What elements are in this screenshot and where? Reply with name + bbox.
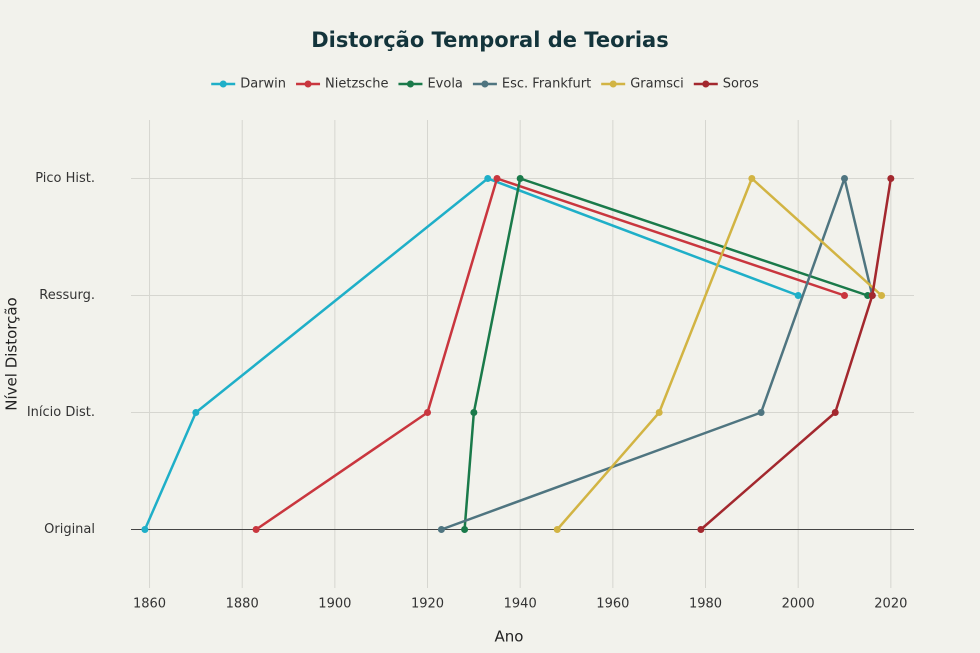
data-point [868,292,876,299]
x-tick-label: 2000 [782,597,815,612]
data-point [878,292,886,299]
series-line [255,177,845,531]
data-point [516,175,524,182]
legend-label: Gramsci [630,77,684,92]
data-point [697,526,705,533]
series-line [440,177,874,531]
x-tick-label: 1860 [133,597,166,612]
x-tick-label: 1900 [318,597,351,612]
x-tick-label: 1920 [411,597,444,612]
data-point [252,526,260,533]
x-tick-label: 1940 [504,597,537,612]
data-point [141,526,149,533]
x-axis-title: Ano [495,628,524,646]
legend-marker [481,80,489,88]
data-point [553,526,561,533]
legend-label: Darwin [240,77,286,92]
chart-title: Distorção Temporal de Teorias [311,28,668,52]
y-tick-label: Original [44,522,95,537]
data-point [437,526,445,533]
legend-marker [609,80,617,88]
data-point [461,526,469,533]
series-line [463,177,869,530]
x-tick-label: 2020 [874,597,907,612]
legend: Darwin Nietzsche Evola Esc. Frankfurt Gramsc… [211,77,759,92]
legend-marker [702,80,710,88]
data-point [748,175,756,182]
legend-item: Nietzsche [296,77,388,92]
legend-label: Esc. Frankfurt [502,77,591,92]
legend-item: Darwin [211,77,286,92]
y-tick-label: Pico Hist. [35,171,95,186]
y-tick-label: Ressurg. [39,288,95,303]
data-point [831,409,839,416]
y-axis-title: Nível Distorção [3,297,21,410]
legend-label: Soros [723,77,759,92]
legend-marker [219,80,227,88]
series-line [556,177,883,531]
x-tick-label: 1980 [689,597,722,612]
data-point [841,175,849,182]
data-point [794,292,802,299]
data-point [841,292,849,299]
legend-label: Evola [427,77,462,92]
legend-item: Soros [693,77,759,92]
data-point [192,409,200,416]
legend-item: Evola [398,77,463,92]
series-line [700,178,893,531]
x-tick-label: 1960 [596,597,629,612]
data-point [424,409,432,416]
legend-label: Nietzsche [325,77,388,92]
legend-marker [406,80,414,88]
data-point [493,175,501,182]
data-point [470,409,478,416]
data-point [757,409,765,416]
legend-item: Esc. Frankfurt [472,77,591,92]
x-tick-label: 1880 [226,597,259,612]
legend-marker [304,80,312,88]
data-point [655,409,663,416]
data-point [887,175,895,182]
legend-item: Gramsci [601,77,684,92]
data-point [484,175,492,182]
series-line [143,177,799,530]
y-tick-label: Início Dist. [27,405,95,420]
